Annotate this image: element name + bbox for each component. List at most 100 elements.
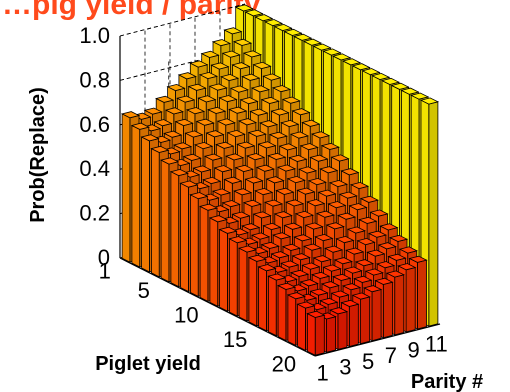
bar-face-top xyxy=(309,288,329,296)
bar-face-top xyxy=(189,192,209,200)
bar-face-top xyxy=(398,246,418,254)
bar-face-top xyxy=(419,97,440,105)
bar-face-top xyxy=(301,262,321,270)
bar-face-top xyxy=(337,212,357,220)
bar-face-top xyxy=(250,85,271,93)
bar-face-top xyxy=(380,77,401,85)
bar-face-side xyxy=(150,147,160,278)
bar-face-top xyxy=(299,279,319,287)
bar-face-top xyxy=(187,83,207,91)
bar-face-top xyxy=(259,120,279,128)
bar-face-top xyxy=(330,154,350,162)
bar-face-top xyxy=(374,277,394,285)
bar-face-top xyxy=(231,211,251,219)
bar-face-top xyxy=(257,264,277,272)
bar-face-top xyxy=(150,145,170,153)
bar-face-top xyxy=(410,92,430,100)
x-tick-label: 15 xyxy=(223,327,247,352)
bar-face-top xyxy=(315,210,336,218)
bar-face-top xyxy=(224,153,245,161)
x-tick-label: 5 xyxy=(138,278,150,303)
bar-face-top xyxy=(388,234,409,242)
bar-face-top xyxy=(341,58,362,66)
bar-face-top xyxy=(185,107,206,115)
bar-face-side xyxy=(219,228,228,312)
bar-face-top xyxy=(296,301,316,309)
bar-face-side xyxy=(267,275,277,337)
bar-face-top xyxy=(221,200,241,208)
bar-face-top xyxy=(366,249,386,257)
bar-face-top xyxy=(223,176,243,184)
bar-face-top xyxy=(332,273,352,281)
bar-face-top xyxy=(244,176,264,184)
bar-face-top xyxy=(255,164,275,172)
bar-face-top xyxy=(322,48,342,56)
bar-face-top xyxy=(226,129,246,138)
bar-face-side xyxy=(258,266,267,332)
bar-face-top xyxy=(379,223,399,231)
bar-face-top xyxy=(213,165,233,173)
bar-face-top xyxy=(211,188,232,196)
bar-face-top xyxy=(369,209,389,217)
bar-face-top xyxy=(228,106,248,114)
bar-face-top xyxy=(247,129,267,137)
bar-face-top xyxy=(252,61,272,70)
bar-face-top xyxy=(254,14,274,22)
bar-face-top xyxy=(267,152,287,160)
z-tick-label: 0.6 xyxy=(79,112,110,137)
bar-face-top xyxy=(291,253,311,261)
bar-face-top xyxy=(340,299,360,307)
bar-face-top xyxy=(252,211,272,219)
bar-face-side xyxy=(141,136,150,273)
y-tick-label: 3 xyxy=(339,355,351,380)
bar-face-top xyxy=(322,264,342,272)
bar-face-top xyxy=(262,222,282,231)
bar-face-top xyxy=(221,50,241,58)
z-tick-label: 0.8 xyxy=(79,67,110,92)
bar-face-top xyxy=(241,73,261,81)
bar-face-top xyxy=(163,130,183,138)
bar-face-top xyxy=(314,233,334,242)
bar-face-top xyxy=(223,27,243,35)
z-tick-label: 1.0 xyxy=(79,23,110,48)
bar-face-top xyxy=(120,111,141,119)
bar-face-top xyxy=(349,181,370,190)
bar-face-top xyxy=(177,72,197,80)
bar-face-top xyxy=(189,60,209,68)
bar-face-top xyxy=(283,222,303,230)
bar-face-top xyxy=(176,95,196,103)
bar-face-top xyxy=(397,263,417,271)
bar-face-top xyxy=(130,122,150,130)
bar-face-top xyxy=(296,187,316,195)
bar-face-top xyxy=(254,187,274,196)
bar-face-top xyxy=(241,223,261,231)
bar-face-top xyxy=(327,201,347,209)
bar-face-top xyxy=(244,9,264,17)
bar-face-top xyxy=(371,72,391,81)
bar-face-top xyxy=(242,199,262,207)
bar-face-top xyxy=(233,188,253,196)
bar-face-front xyxy=(394,274,405,336)
bar-face-front xyxy=(348,303,359,348)
bar-face-top xyxy=(304,222,324,230)
bar-face-front xyxy=(314,314,325,356)
bar-face-top xyxy=(319,166,339,174)
bar-face-top xyxy=(263,199,284,207)
bar-face-top xyxy=(281,96,301,104)
bar-face-top xyxy=(236,141,256,149)
bar-face-top xyxy=(356,237,376,246)
bar-face-top xyxy=(351,292,371,300)
y-tick-label: 5 xyxy=(362,349,374,374)
x-axis-line xyxy=(119,257,316,357)
z-axis-label: Prob(Replace) xyxy=(27,87,49,223)
bar-face-top xyxy=(179,180,199,188)
bars-layer xyxy=(120,4,440,356)
bar-face-top xyxy=(205,130,225,138)
bar-face-top xyxy=(247,254,267,262)
bar-face-front xyxy=(326,316,337,353)
bar-face-top xyxy=(211,39,232,47)
bar-face-top xyxy=(338,191,358,199)
bar-face-top xyxy=(231,62,251,70)
bar-face-top xyxy=(361,68,381,76)
